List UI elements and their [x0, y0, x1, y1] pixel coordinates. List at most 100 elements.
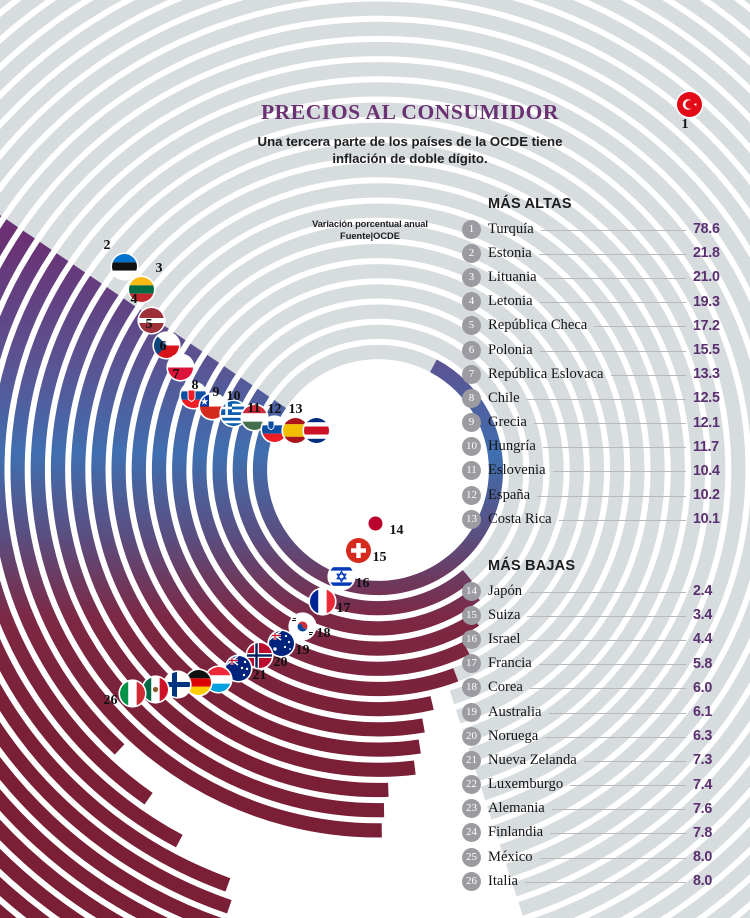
rank-badge: 12 [462, 485, 481, 505]
italy-flag-icon [119, 680, 145, 706]
ranking-panel-lowest: MÁS BAJAS 14 Japón 2.4 15 Suiza 3.4 16 Israel 4.… [462, 558, 737, 893]
inflation-value: 2.4 [693, 583, 712, 600]
flag-rank-label: 10 [226, 388, 241, 404]
country-name: Suiza [488, 606, 521, 623]
table-row: 7 República Eslovaca 13.3 [462, 362, 737, 386]
rank-badge: 6 [462, 340, 481, 360]
table-row: 5 República Checa 17.2 [462, 314, 737, 338]
flag-rank-label: 3 [155, 260, 163, 276]
ranking-list-lowest: 14 Japón 2.4 15 Suiza 3.4 16 Israel 4.4 17 Francia… [462, 579, 737, 893]
country-name: Italia [488, 872, 518, 889]
country-name: República Checa [488, 317, 588, 334]
table-row: 10 Hungría 11.7 [462, 435, 737, 459]
rank-badge: 18 [462, 678, 481, 698]
source-credit: Fuente|OCDE [340, 231, 400, 241]
rank-badge: 10 [462, 437, 481, 457]
table-row: 19 Australia 6.1 [462, 700, 737, 724]
norway-flag-icon [246, 642, 272, 668]
flag-marker-25: 25 [127, 676, 168, 704]
flag-marker-1: 1 [676, 91, 702, 132]
inflation-value: 6.3 [693, 728, 712, 745]
leader-line [550, 833, 686, 835]
germany-flag-icon [185, 669, 211, 695]
ranking-list-highest: 1 Turquía 78.6 2 Estonia 21.8 3 Lituania 21.0 4 Le… [462, 217, 737, 531]
rank-badge: 25 [462, 847, 481, 867]
subtitle-line-2: inflación de doble dígito. [332, 150, 488, 166]
flag-rank-label: 13 [288, 401, 303, 417]
flag-rank-label: 4 [130, 291, 138, 307]
flag-marker-14: 14 [362, 510, 404, 538]
table-row: 13 Costa Rica 10.1 [462, 507, 737, 531]
inflation-value: 7.8 [693, 824, 712, 841]
flag-rank-label: 7 [172, 366, 180, 382]
title-block: PRECIOS AL CONSUMIDOR Una tercera parte … [245, 100, 575, 167]
table-row: 14 Japón 2.4 [462, 579, 737, 603]
inflation-value: 6.1 [693, 704, 712, 721]
flag-marker-2: 2 [104, 238, 137, 279]
flag-rank-label: 17 [336, 600, 351, 616]
country-name: Letonia [488, 293, 533, 310]
rank-badge: 23 [462, 799, 481, 819]
flag-marker-5: 5 [146, 317, 179, 358]
inflation-value: 3.4 [693, 607, 712, 624]
leader-line [539, 302, 686, 304]
flag-marker-19: 19 [268, 630, 310, 658]
table-row: 24 Finlandia 7.8 [462, 821, 737, 845]
inflation-value: 11.7 [693, 438, 719, 455]
flag-marker-20: 20 [246, 642, 288, 670]
country-name: Costa Rica [488, 510, 552, 527]
slovenia-flag-icon [261, 416, 287, 442]
rank-badge: 21 [462, 750, 481, 770]
flag-marker-11: 11 [247, 401, 287, 442]
leader-line [529, 591, 686, 593]
flag-rank-label: 12 [267, 401, 282, 417]
costa-rica-flag-icon [303, 417, 329, 443]
rank-badge: 9 [462, 413, 481, 433]
inflation-value: 7.4 [693, 776, 712, 793]
rank-badge: 8 [462, 388, 481, 408]
subtitle-line-1: Una tercera parte de los países de la OC… [257, 134, 563, 149]
flag-marker-15: 15 [345, 537, 387, 565]
inflation-value: 7.6 [693, 800, 712, 817]
flag-rank-label: 9 [212, 384, 220, 400]
rank-badge: 14 [462, 581, 481, 601]
inflation-value: 6.0 [693, 679, 712, 696]
leader-line [548, 712, 686, 714]
australia-flag-icon [268, 630, 294, 656]
country-name: Corea [488, 679, 523, 696]
rank-badge: 5 [462, 316, 481, 336]
country-name: México [488, 848, 533, 865]
rank-badge: 7 [462, 364, 481, 384]
flag-marker-17: 17 [309, 588, 351, 616]
panel-heading-lowest: MÁS BAJAS [488, 558, 576, 574]
table-row: 4 Letonia 19.3 [462, 290, 737, 314]
south-korea-flag-icon [289, 613, 315, 639]
country-name: Hungría [488, 438, 536, 455]
mexico-flag-icon [142, 676, 168, 702]
inflation-value: 10.2 [693, 487, 720, 504]
rank-badge: 2 [462, 243, 481, 263]
leader-line [543, 277, 686, 279]
country-name: Israel [488, 630, 521, 647]
inflation-value: 8.0 [693, 873, 712, 890]
table-row: 20 Noruega 6.3 [462, 724, 737, 748]
leader-line [552, 471, 686, 473]
country-name: Chile [488, 389, 520, 406]
flag-marker-8: 8 [192, 378, 225, 419]
flag-rank-label: 14 [389, 522, 404, 538]
table-row: 3 Lituania 21.0 [462, 265, 737, 289]
country-name: Luxemburgo [488, 776, 564, 793]
spain-flag-icon [282, 417, 308, 443]
leader-line [537, 495, 686, 497]
flag-rank-label: 16 [355, 575, 370, 591]
czech-republic-flag-icon [153, 332, 179, 358]
panel-heading-highest: MÁS ALTAS [488, 196, 572, 212]
greece-flag-icon [220, 400, 246, 426]
inflation-value: 17.2 [693, 317, 720, 334]
flag-marker-10: 10 [227, 389, 267, 430]
flag-marker-26: 26 [104, 680, 145, 708]
table-row: 22 Luxemburgo 7.4 [462, 773, 737, 797]
estonia-flag-icon [111, 253, 137, 279]
leader-line [538, 253, 686, 255]
japan-flag-icon [362, 510, 388, 536]
